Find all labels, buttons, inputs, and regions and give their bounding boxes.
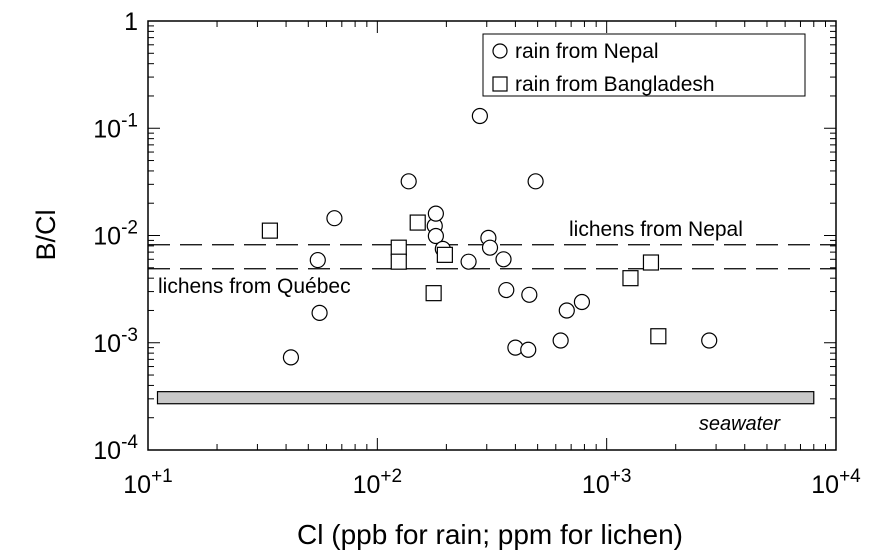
data-point-bangladesh [261,222,278,239]
data-point-nepal [427,227,444,245]
data-point-bangladesh [425,285,442,302]
data-point-nepal [481,239,499,256]
legend-label-bangladesh: rain from Bangladesh [515,73,715,96]
data-point-bangladesh [650,328,667,345]
x-tick-labels: 10+1 10+2 10+3 10+4 [123,466,861,499]
data-point-nepal [573,293,591,311]
y-tick-label: 10-4 [93,432,138,465]
y-tick-labels: 10-4 10-3 10-2 10-1 1 [93,8,138,465]
data-point-nepal [520,341,537,358]
data-point-nepal [527,173,544,190]
x-axis-label: Cl (ppb for rain; ppm for lichen) [297,519,683,550]
legend-box [482,33,806,97]
x-tick-label: 10+1 [123,466,172,499]
legend-circle-marker [492,43,508,59]
legend-square-marker [492,76,508,92]
x-tick-label: 10+2 [353,466,402,499]
seawater-band-layer [156,391,815,405]
data-point-nepal [495,251,512,268]
data-point-bangladesh [642,254,660,271]
data-point-nepal [460,253,477,270]
data-point-nepal [552,332,569,349]
reference-line-label-quebec: lichens from Québec [158,275,351,298]
data-point-nepal [309,251,326,269]
data-point-nepal [282,349,300,366]
data-point-nepal [521,286,538,303]
data-point-nepal [311,304,328,321]
data-point-nepal [326,210,343,227]
y-tick-label: 1 [124,8,138,36]
x-tick-label: 10+3 [582,466,631,499]
y-tick-label: 10-3 [93,325,138,358]
reference-lines-layer [148,244,836,270]
data-point-bangladesh [436,246,453,263]
legend-label-nepal: rain from Nepal [515,40,659,63]
seawater-band [156,391,815,405]
y-tick-label: 10-1 [93,110,138,143]
plot-frame [147,20,837,451]
data-point-nepal [400,173,417,190]
y-tick-label: 10-2 [93,218,138,251]
seawater-label: seawater [699,413,781,435]
data-point-nepal [701,332,718,349]
data-point-nepal [558,302,575,319]
data-point-bangladesh [390,239,407,256]
data-points-layer [261,107,718,366]
legend: rain from Nepal rain from Bangladesh [482,33,806,97]
x-tick-label: 10+4 [811,466,861,499]
data-point-bangladesh [409,214,426,231]
y-axis-label: B/Cl [31,209,61,260]
data-point-bangladesh [390,253,407,270]
reference-line-label-nepal: lichens from Nepal [569,218,743,241]
data-point-bangladesh [622,270,639,287]
data-point-nepal [498,281,515,299]
data-point-nepal [471,107,488,125]
data-point-nepal [427,205,444,222]
